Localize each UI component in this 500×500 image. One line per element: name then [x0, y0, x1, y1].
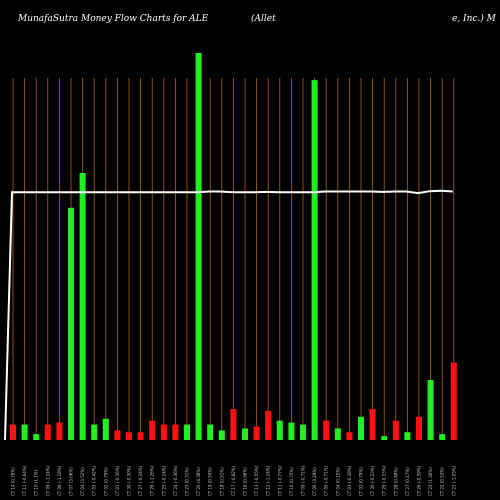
x-tick-label: CT 10 (0.75%): [289, 467, 294, 496]
x-tick-label: CT 24 (-0.36%): [173, 465, 178, 496]
x-tick-label: CT 17 (-0.92%): [231, 465, 236, 496]
money-flow-bar: [392, 420, 399, 440]
x-tick-label: CT 27 (-0.34%): [138, 465, 143, 496]
x-tick-label: CT 22 (0.53%): [440, 467, 445, 496]
x-tick-label: CT 28 (0.48%): [393, 467, 398, 496]
money-flow-bar: [381, 436, 388, 440]
money-flow-bar: [137, 432, 144, 440]
x-axis-labels: CT 14 (0.76%) CT 11 (-0.64%) CT 10 (1.1%) C…: [11, 465, 457, 496]
money-flow-bar: [416, 416, 422, 440]
money-flow-bar: [323, 420, 330, 440]
money-flow-bars: [10, 53, 457, 440]
x-tick-label: CT 21 (-1.05%): [451, 465, 456, 496]
money-flow-bar: [346, 432, 353, 440]
x-tick-label: CT 12 (-1.24%): [266, 465, 271, 496]
x-tick-label: CT 26 (-0.39%): [417, 465, 422, 496]
x-tick-label: CT 23 (1.36%): [428, 467, 433, 496]
x-tick-label: CT 18 (0.51%): [219, 467, 224, 496]
money-flow-bar: [218, 430, 225, 440]
money-flow-bar: [230, 409, 237, 440]
vertical-gridlines: [12, 78, 455, 440]
x-tick-label: CT 03 (-0.38%): [347, 465, 352, 496]
x-tick-label: CT 20 (4.38%): [196, 467, 201, 496]
money-flow-bar: [126, 432, 132, 440]
money-flow-bar: [184, 424, 190, 440]
money-flow-bar: [311, 80, 318, 440]
x-tick-label: CT 25 (-0.24%): [161, 465, 166, 496]
money-flow-bar: [288, 422, 295, 440]
money-flow-bar: [369, 409, 376, 440]
money-flow-bar: [358, 416, 364, 440]
money-flow-bar: [79, 172, 86, 440]
money-flow-bar: [149, 420, 156, 440]
x-tick-label: CT 11 (-0.77%): [277, 465, 282, 496]
money-flow-bar: [102, 418, 109, 440]
x-tick-label: CT 04 (0.15%): [335, 467, 340, 496]
money-flow-bar: [10, 424, 16, 440]
x-tick-label: CT 06 (3.29%): [312, 467, 317, 496]
x-tick-label: CT 10 (1.1%): [34, 469, 39, 496]
money-flow-bar: [207, 424, 214, 440]
chart-title: MunafaSutra Money Flow Charts for ALE: [18, 14, 209, 24]
x-tick-label: CT 09 (-1.24%): [45, 465, 50, 496]
money-flow-bar: [56, 422, 63, 440]
money-flow-bar: [404, 432, 411, 440]
x-tick-label: CT 09 (-0.71%): [301, 465, 306, 496]
x-tick-label: CT 29 (-0.33%): [382, 465, 387, 496]
company-name-part-1: (Allet: [251, 14, 276, 24]
money-flow-bar: [439, 434, 446, 440]
money-flow-bar: [160, 424, 167, 440]
money-flow-bar: [427, 380, 434, 440]
money-flow-bar: [195, 53, 202, 440]
money-flow-bar: [91, 424, 98, 440]
money-flow-bar: [44, 424, 51, 440]
x-tick-label: CT 30 (-0.30%): [127, 465, 132, 496]
money-flow-bar: [276, 420, 283, 440]
company-name-part-2: e, Inc.) M: [452, 14, 496, 24]
money-flow-bar: [114, 430, 121, 440]
trend-line: [4, 189, 453, 441]
x-tick-label: CT 07 (3.06%): [69, 467, 74, 496]
x-tick-label: CT 14 (0.76%): [11, 467, 16, 496]
money-flow-bar: [265, 410, 272, 440]
x-tick-label: CT 23 (0.31%): [185, 467, 190, 496]
x-tick-label: CT 11 (-0.64%): [22, 465, 27, 496]
x-tick-label: CT 13 (-0.55%): [254, 465, 259, 496]
x-tick-label: CT 04 (3.52%): [80, 467, 85, 496]
money-flow-bar: [172, 424, 179, 440]
money-flow-bar: [21, 424, 28, 440]
x-tick-label: CT 01 (-0.36%): [115, 465, 120, 496]
trend-line-path: [4, 189, 453, 441]
x-tick-label: CT 16 (0.96%): [243, 467, 248, 496]
x-tick-label: CT 02 (0.79%): [103, 467, 108, 496]
money-flow-bar: [33, 434, 40, 440]
x-tick-label: CT 19 (0.50%): [208, 467, 213, 496]
money-flow-bar: [334, 428, 341, 440]
x-tick-label: CT 27 (0.17%): [405, 467, 410, 496]
x-tick-label: CT 08 (-1.18%): [57, 465, 62, 496]
money-flow-bar: [242, 428, 248, 440]
money-flow-bar: [450, 362, 457, 440]
money-flow-bar: [253, 426, 260, 440]
x-tick-label: CT 02 (0.79%): [359, 467, 364, 496]
x-tick-label: CT 05 (-0.71%): [324, 465, 329, 496]
x-tick-label: CT 03 (-0.42%): [92, 465, 97, 496]
money-flow-bar: [68, 207, 74, 440]
x-tick-label: CT 26 (-1.26%): [150, 465, 155, 496]
money-flow-bar: [300, 424, 306, 440]
x-tick-label: CT 30 (-0.23%): [370, 465, 375, 496]
